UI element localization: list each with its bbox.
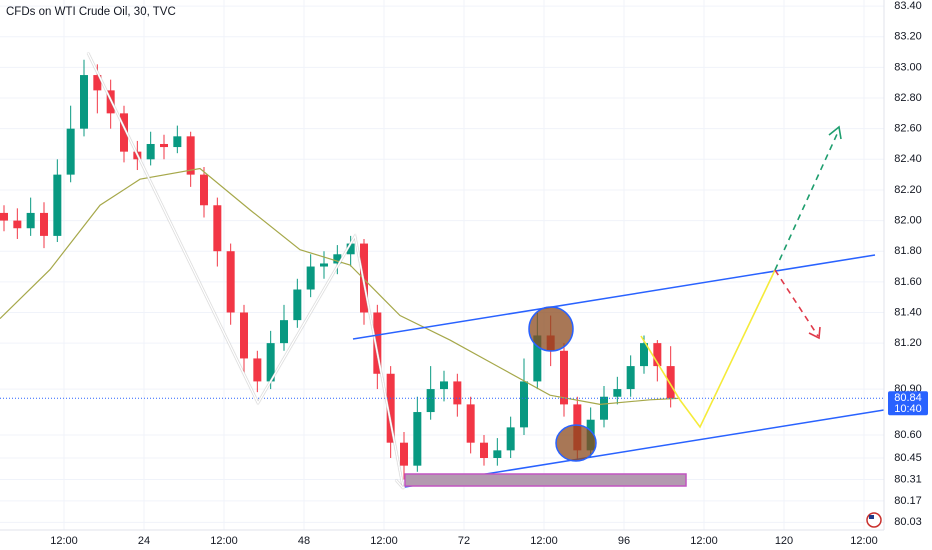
y-tick-label: 82.80 [894,92,922,104]
y-tick-label: 82.40 [894,153,922,165]
y-tick-label: 82.20 [894,184,922,196]
candle-body [613,389,622,397]
y-tick-label: 82.00 [894,214,922,226]
candle-body [493,450,502,459]
x-tick-label: 12:00 [210,535,238,547]
x-tick-label: 12:00 [530,535,558,547]
projection [640,269,776,429]
candle-body [40,212,48,236]
candle-body [466,404,475,443]
y-tick-label: 81.60 [894,276,922,288]
x-tick-label: 48 [298,535,310,547]
candle-body [626,366,635,390]
x-tick-label: 12:00 [370,535,398,547]
highlight-circle [555,424,597,462]
y-tick-label: 81.40 [894,306,922,318]
candle-body [280,320,288,344]
candle-body [480,442,488,459]
candle-body [53,174,62,236]
candle-body [666,366,675,399]
candle-body [653,343,662,367]
candle-body [600,396,608,420]
candle-body [200,174,208,206]
bear-path [774,269,819,337]
highlight-circle [528,306,574,352]
candle-body [533,335,542,382]
candle-body [120,113,128,152]
candle-body [240,312,248,359]
candle-body [373,312,382,374]
candle-body [26,212,35,229]
drawings [87,52,885,490]
flag-canton [869,515,874,519]
y-tick-label: 80.17 [894,495,922,507]
candle-body [426,389,435,413]
candle-body [160,143,168,148]
y-tick-label: 83.00 [894,61,922,73]
candle-body [253,358,262,382]
overlay [0,167,884,405]
price-label: 80.84 [894,392,922,404]
y-tick-label: 80.60 [894,429,922,441]
candle-body [440,381,448,390]
candle-body [400,442,408,466]
candle-body [213,205,222,252]
candle-body [386,373,395,443]
y-tick-label: 81.80 [894,245,922,257]
candle-body [506,427,515,451]
candle-body [0,212,8,221]
bull-path [774,131,839,271]
y-tick-label: 80.31 [894,473,922,485]
x-tick-label: 12:00 [690,535,718,547]
candle-body [13,220,22,229]
y-tick-label: 80.45 [894,452,922,464]
price-label-box [888,391,928,416]
x-tick-label: 24 [138,535,150,547]
candle-body [320,263,328,267]
candle-body [66,128,75,175]
x-tick-label: 96 [618,535,630,547]
y-tick-label: 81.20 [894,337,922,349]
candle-body [80,75,88,129]
candle-body [453,381,462,405]
x-tick-label: 12:00 [850,535,878,547]
y-tick-label: 83.40 [894,0,922,12]
candle-body [520,381,528,428]
candle-body [173,136,182,148]
candle-body [93,75,102,91]
candle-body [346,243,355,255]
moving-average [0,167,681,405]
candle-body [226,251,235,313]
candle-body [333,254,342,264]
y-tick-label: 83.20 [894,31,922,43]
y-tick-label: 82.60 [894,123,922,135]
countdown: 10:40 [894,403,922,415]
x-tick-label: 72 [458,535,470,547]
support-zone [404,473,687,487]
flag-icon [866,512,882,528]
candle-body [413,412,422,466]
candle-body [640,343,648,367]
y-tick-label: 80.03 [894,516,922,528]
x-tick-label: 12:00 [50,535,78,547]
zigzag [87,52,404,488]
candle-body [560,350,568,405]
axes: 83.40 83.20 83.00 82.80 82.60 82.40 82.20 82.00… [50,0,928,547]
candle-body [266,343,275,382]
channel-upper [352,254,876,340]
arrow-head [828,125,842,140]
candle-body [306,266,315,290]
candle-body [146,143,155,160]
chart-title: CFDs on WTI Crude Oil, 30, TVC [6,6,176,18]
arrow-head [808,326,821,340]
x-tick-label: 120 [775,535,793,547]
candle-body [186,136,195,175]
candle-body [293,289,302,321]
